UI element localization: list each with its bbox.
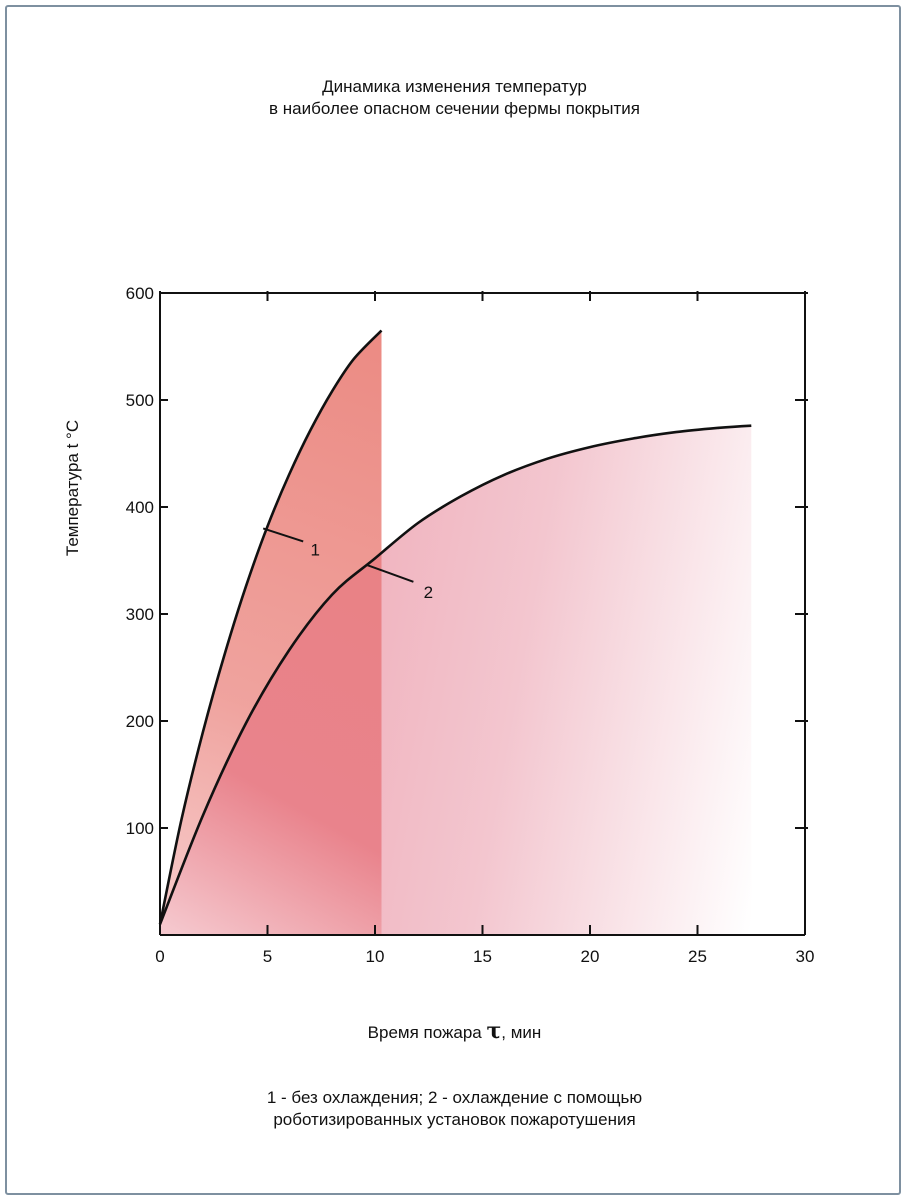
y-tick-label: 400 [126,498,154,517]
x-tick-label: 20 [581,947,600,966]
chart-title: Динамика изменения температур в наиболее… [0,76,909,120]
y-tick-label: 300 [126,605,154,624]
series-1-leader [262,527,304,543]
series-1-line [158,329,383,925]
footnote-line-2: роботизированных установок пожаротушения [273,1110,636,1129]
footnote: 1 - без охлаждения; 2 - охлаждение с пом… [0,1087,909,1131]
x-tick-label: 0 [155,947,164,966]
x-tick-label: 10 [366,947,385,966]
overlap-area [160,552,382,935]
y-tick-label: 600 [126,284,154,303]
curves [158,329,752,925]
series-2-annotation: 2 [424,583,433,602]
x-tick-label: 15 [473,947,492,966]
series-2-line [158,424,752,925]
annotations: 12 [262,527,433,602]
x-axis-label: Время пожара τ, мин [0,1018,909,1044]
ticks: 100 200 300 400 500 600 0 5 10 15 20 25 30 [126,284,815,966]
x-axis-label-unit: , мин [501,1023,542,1042]
x-tick-label: 25 [688,947,707,966]
x-tick-label: 5 [263,947,272,966]
chart-title-line-2: в наиболее опасном сечении фермы покрыти… [269,99,640,118]
series-1-annotation: 1 [310,540,319,559]
y-tick-label: 500 [126,391,154,410]
x-tick-label: 30 [796,947,815,966]
chart-title-line-1: Динамика изменения температур [322,77,587,96]
y-tick-label: 200 [126,712,154,731]
series-2-leader [366,563,414,583]
y-axis-label: Температура t °C [63,419,82,557]
y-tick-label: 100 [126,819,154,838]
x-axis-label-text: Время пожара [367,1023,482,1042]
area-fills [160,330,752,935]
figure-frame [5,5,901,1195]
x-axis-label-symbol: τ [486,1018,502,1044]
footnote-line-1: 1 - без охлаждения; 2 - охлаждение с пом… [266,1088,643,1107]
